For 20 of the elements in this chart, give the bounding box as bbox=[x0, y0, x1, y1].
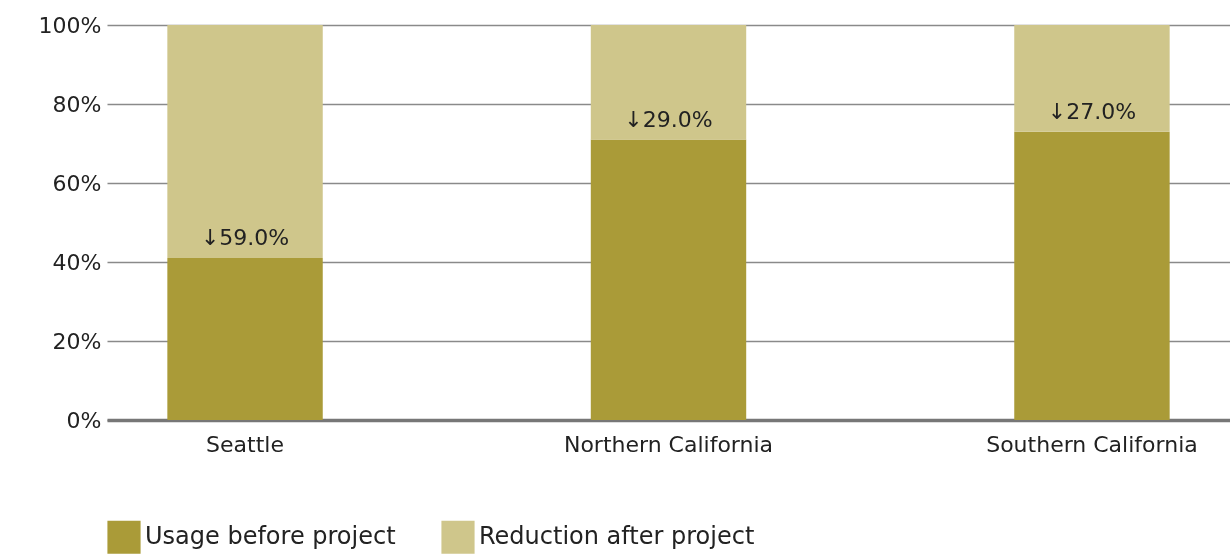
y-tick-label: 20% bbox=[52, 328, 102, 354]
legend-label: Usage before project bbox=[145, 522, 396, 551]
y-tick-label: 80% bbox=[52, 91, 102, 117]
x-tick-label: Seattle bbox=[206, 431, 284, 457]
x-tick-label: Southern California bbox=[986, 431, 1198, 457]
bar bbox=[590, 139, 747, 420]
y-tick-label: 40% bbox=[52, 249, 102, 275]
data-label: ↓29.0% bbox=[624, 106, 713, 132]
data-label: ↓27.0% bbox=[1047, 98, 1137, 124]
bar bbox=[167, 25, 323, 259]
y-tick-label: 60% bbox=[52, 170, 102, 196]
legend-label: Reduction after project bbox=[479, 522, 755, 551]
x-tick-label: Northern California bbox=[563, 431, 774, 457]
bar bbox=[1014, 25, 1170, 132]
bar bbox=[1014, 131, 1170, 420]
y-tick-label: 0% bbox=[66, 407, 102, 433]
data-label: ↓59.0% bbox=[200, 225, 290, 251]
bar bbox=[590, 25, 747, 140]
y-tick-label: 100% bbox=[38, 12, 102, 38]
bar bbox=[167, 258, 323, 420]
